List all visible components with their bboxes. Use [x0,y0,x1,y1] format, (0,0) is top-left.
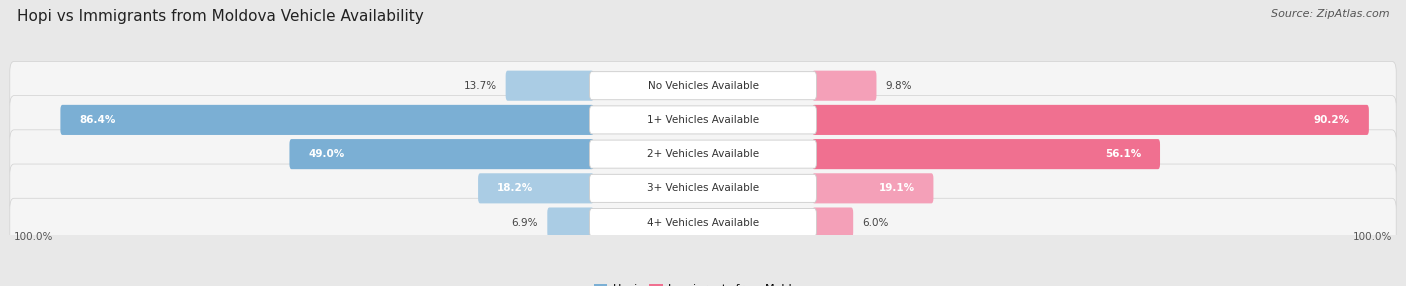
FancyBboxPatch shape [10,130,1396,178]
FancyBboxPatch shape [478,173,593,203]
FancyBboxPatch shape [547,207,593,238]
Text: 2+ Vehicles Available: 2+ Vehicles Available [647,149,759,159]
Text: 6.9%: 6.9% [512,218,538,228]
Text: 9.8%: 9.8% [886,81,912,91]
Text: Hopi vs Immigrants from Moldova Vehicle Availability: Hopi vs Immigrants from Moldova Vehicle … [17,9,423,23]
FancyBboxPatch shape [813,71,876,101]
FancyBboxPatch shape [10,61,1396,110]
FancyBboxPatch shape [813,139,1160,169]
FancyBboxPatch shape [10,198,1396,247]
Text: 90.2%: 90.2% [1315,115,1350,125]
FancyBboxPatch shape [589,174,817,202]
Text: 100.0%: 100.0% [1353,232,1392,242]
FancyBboxPatch shape [10,164,1396,212]
Text: 6.0%: 6.0% [862,218,889,228]
Text: 18.2%: 18.2% [496,183,533,193]
FancyBboxPatch shape [506,71,593,101]
FancyBboxPatch shape [589,208,817,237]
FancyBboxPatch shape [813,207,853,238]
Text: 86.4%: 86.4% [79,115,115,125]
Text: 13.7%: 13.7% [464,81,496,91]
FancyBboxPatch shape [813,173,934,203]
FancyBboxPatch shape [589,72,817,100]
FancyBboxPatch shape [10,96,1396,144]
Text: 49.0%: 49.0% [308,149,344,159]
FancyBboxPatch shape [60,105,593,135]
Text: 1+ Vehicles Available: 1+ Vehicles Available [647,115,759,125]
FancyBboxPatch shape [589,106,817,134]
FancyBboxPatch shape [813,105,1369,135]
Text: 100.0%: 100.0% [14,232,53,242]
FancyBboxPatch shape [290,139,593,169]
Text: 4+ Vehicles Available: 4+ Vehicles Available [647,218,759,228]
Text: No Vehicles Available: No Vehicles Available [648,81,758,91]
Text: 3+ Vehicles Available: 3+ Vehicles Available [647,183,759,193]
Text: Source: ZipAtlas.com: Source: ZipAtlas.com [1271,9,1389,19]
FancyBboxPatch shape [589,140,817,168]
Legend: Hopi, Immigrants from Moldova: Hopi, Immigrants from Moldova [589,279,817,286]
Text: 19.1%: 19.1% [879,183,915,193]
Text: 56.1%: 56.1% [1105,149,1142,159]
